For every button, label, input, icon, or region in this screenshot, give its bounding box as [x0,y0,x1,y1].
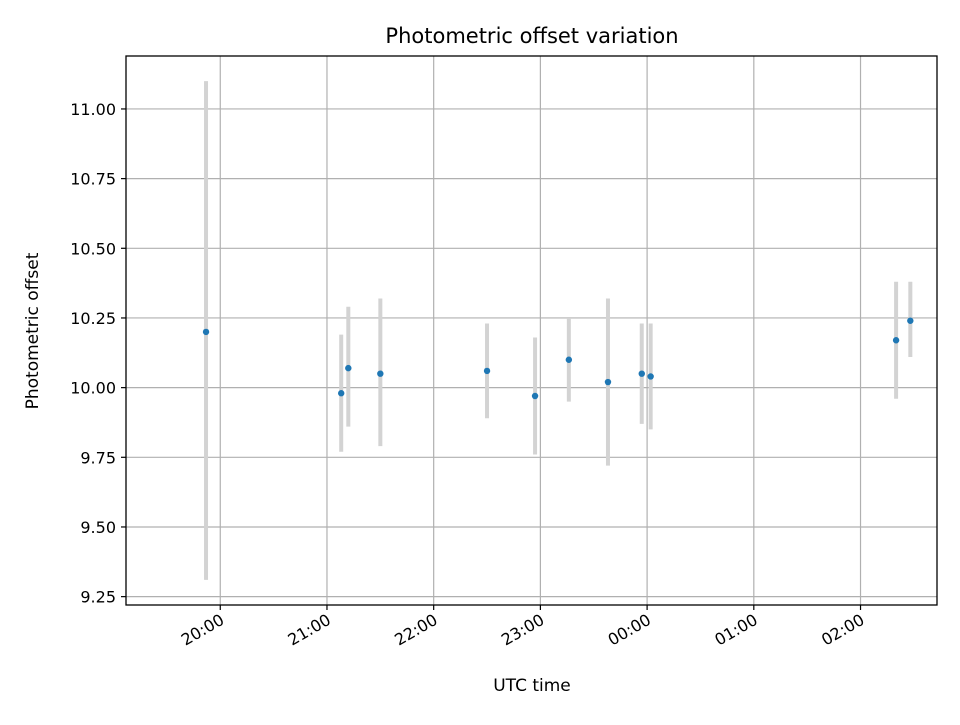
x-tick-label: 01:00 [711,610,760,650]
x-tick-label: 00:00 [605,610,654,650]
x-tick-label: 23:00 [498,610,547,650]
axis-ticks: 20:00 21:00 22:00 23:00 00:00 01:00 02:00 9.25 9… [70,100,867,650]
data-point [907,317,914,324]
data-point [638,370,645,377]
x-axis-label: UTC time [493,676,571,696]
data-point [202,328,210,336]
data-points [202,317,914,400]
error-bars [204,81,913,580]
data-point [483,367,491,375]
data-point [531,392,539,400]
x-tick-label: 02:00 [818,610,867,650]
x-tick-label: 21:00 [285,610,334,650]
data-point [892,337,900,344]
data-point [604,378,612,386]
plot-frame [125,55,938,606]
data-point [647,373,654,380]
y-tick-label: 10.25 [70,309,116,328]
y-tick-label: 9.25 [80,588,116,607]
y-tick-label: 11.00 [70,100,116,119]
x-tick-label: 20:00 [178,610,227,650]
data-point [565,356,573,363]
grid [126,56,937,605]
data-point [337,390,345,397]
y-tick-label: 9.75 [80,448,116,467]
y-tick-label: 10.75 [70,170,116,189]
data-point [377,370,384,377]
chart-title: Photometric offset variation [385,24,678,48]
y-tick-label: 9.50 [80,518,116,537]
x-tick-label: 22:00 [391,610,440,650]
y-tick-label: 10.00 [70,379,116,398]
y-axis-label: Photometric offset [23,252,43,409]
y-tick-label: 10.50 [70,239,116,258]
data-point [345,364,352,372]
